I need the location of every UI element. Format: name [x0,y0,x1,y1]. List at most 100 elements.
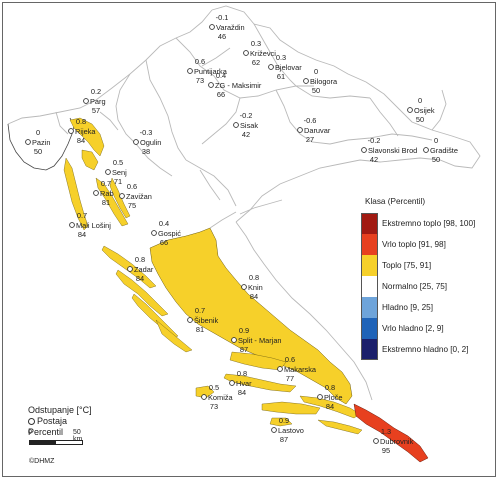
station-name: Rab [100,189,114,198]
station-name: Lastovo [278,426,304,435]
key-station-label: Postaja [37,416,68,426]
station-circle [187,317,193,323]
copyright: ©DHMZ [29,458,55,465]
legend-swatch [361,213,378,234]
station-circle [83,98,89,104]
station-percentile: 84 [77,136,85,145]
legend-item: Hladno [9, 25] [361,297,496,318]
mljet-island [317,419,363,435]
legend-item: Ekstremno toplo [98, 100] [361,213,496,234]
legend-rows: Ekstremno toplo [98, 100] Vrlo toplo [91,… [361,213,496,360]
station-percentile: 73 [196,76,204,85]
station-circle [151,230,157,236]
scale-zero: 0 [28,429,32,436]
station-anomaly: 0.6 [127,182,137,191]
station-percentile: 38 [142,147,150,156]
station-percentile: 95 [382,446,390,455]
station-name: Bjelovar [275,63,302,72]
station-percentile: 81 [102,198,110,207]
key-percentile-label: Percentil [28,427,64,437]
station-anomaly: 0.3 [276,53,286,62]
county-boundaries [7,5,481,223]
station-anomaly: 0.8 [249,273,259,282]
station-name: Makarska [284,365,317,374]
station-name: Pazin [32,138,51,147]
station-name: Križevci [250,49,276,58]
station-circle [243,50,249,56]
station-anomaly: 0.3 [251,39,261,48]
kvarner-warm [69,117,105,157]
station-anomaly: 1.3 [381,427,391,436]
station-circle [127,266,133,272]
station-anomaly: 0.7 [195,306,205,315]
legend-swatch [361,234,378,255]
station-percentile: 46 [218,32,226,41]
station-anomaly: -0.1 [216,13,229,22]
legend-swatch [361,318,378,339]
station-percentile: 50 [312,86,320,95]
station-anomaly: 0.7 [77,211,87,220]
station-percentile: 50 [34,147,42,156]
station-name: Knin [248,283,263,292]
station-percentile: 75 [128,201,136,210]
station-name: Gospić [158,229,181,238]
station-circle [25,139,31,145]
station-anomaly: 0.6 [285,355,295,364]
n-dalmatian-islands-2 [115,269,169,317]
station-name: Hvar [236,379,252,388]
station-name: Senj [112,168,127,177]
station-circle [68,128,74,134]
station-name: ZG - Maksimir [215,81,262,90]
station-circle [69,222,75,228]
station-percentile: 62 [252,58,260,67]
scale-bar-graphic [29,440,83,445]
station-percentile: 87 [240,345,248,354]
key-station-row: Postaja [28,416,92,427]
station-circle [277,366,283,372]
station-name: Mali Lošinj [76,221,111,230]
station-percentile: 81 [196,325,204,334]
station-name: Zavižan [126,192,152,201]
kvarner-islands [63,157,89,231]
station-anomaly: 0.7 [101,179,111,188]
station-anomaly: 0 [418,96,422,105]
station-circle [268,64,274,70]
station-circle [241,284,247,290]
station-percentile: 61 [277,72,285,81]
station-circle [297,127,303,133]
station-anomaly: 0 [314,67,318,76]
station-circle [229,380,235,386]
station-anomaly: 0.8 [237,369,247,378]
station-anomaly: 0.8 [76,117,86,126]
station-circle [303,78,309,84]
station-anomaly: 0.8 [325,383,335,392]
station-circle [317,394,323,400]
station-name: Split - Marjan [238,336,282,345]
station-name: Varaždin [216,23,245,32]
station-circle [209,24,215,30]
station-name: Šibenik [194,316,219,325]
station-name: Parg [90,97,106,106]
station-circle [93,190,99,196]
station-circle [105,169,111,175]
legend-swatch [361,255,378,276]
south-boundaries [209,211,373,401]
legend-item: Toplo [75, 91] [361,255,496,276]
station-percentile: 84 [136,274,144,283]
station-anomaly: 0.2 [91,87,101,96]
station-anomaly: 0.8 [135,255,145,264]
